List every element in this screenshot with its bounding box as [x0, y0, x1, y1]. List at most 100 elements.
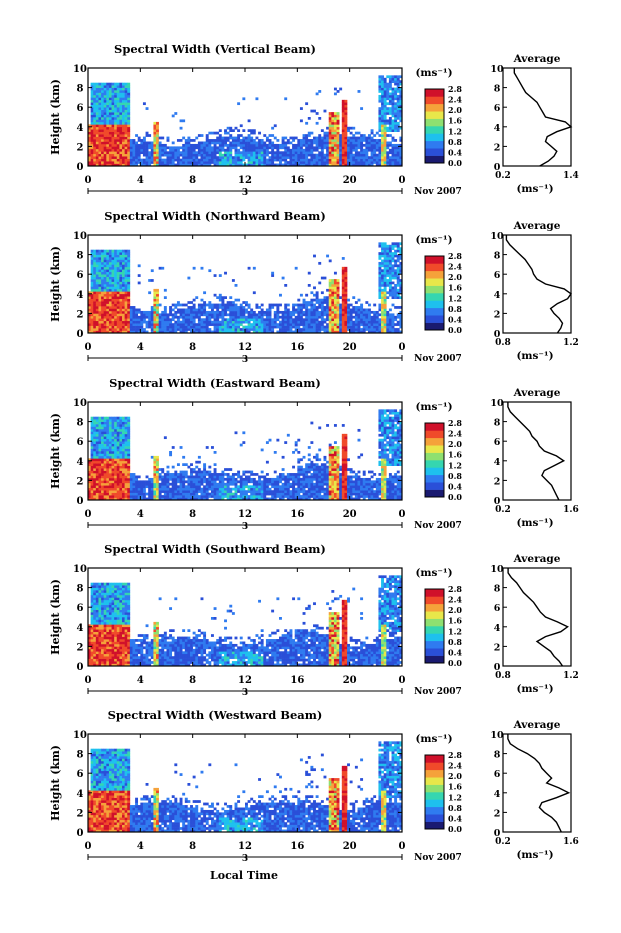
heatmap-cell — [282, 137, 285, 140]
heatmap-cell — [201, 144, 204, 147]
heatmap-cell — [342, 134, 345, 137]
heatmap-cell — [112, 110, 115, 113]
heatmap-cell — [235, 318, 238, 321]
heatmap-cell — [117, 97, 120, 100]
heatmap-cell — [106, 95, 109, 98]
heatmap-cell — [101, 419, 104, 422]
heatmap-cell — [93, 328, 96, 331]
heatmap-cell — [221, 326, 224, 329]
heatmap-cell — [104, 439, 107, 442]
heatmap-cell — [384, 105, 387, 108]
heatmap-cell — [258, 323, 261, 326]
heatmap-cell — [98, 306, 101, 309]
heatmap-cell — [167, 154, 170, 157]
heatmap-cell — [104, 289, 107, 292]
heatmap-cell — [342, 301, 345, 304]
heatmap-cell — [193, 304, 196, 307]
heatmap-cell — [109, 451, 112, 454]
heatmap-cell — [274, 156, 277, 159]
heatmap-cell — [127, 134, 130, 137]
heatmap-cell — [106, 417, 109, 420]
heatmap-cell — [394, 318, 397, 321]
heatmap-cell — [331, 142, 334, 145]
heatmap-cell — [258, 313, 261, 316]
heatmap-cell — [206, 154, 209, 157]
heatmap-cell — [342, 159, 345, 162]
heatmap-cell — [394, 272, 397, 275]
heatmap-cell — [106, 313, 109, 316]
heatmap-cell — [201, 326, 204, 329]
heatmap-cell — [352, 156, 355, 159]
heatmap-cell — [384, 110, 387, 113]
heatmap-cell — [114, 137, 117, 140]
heatmap-cell — [138, 493, 141, 496]
heatmap-cell — [138, 316, 141, 319]
heatmap-cell — [125, 122, 128, 125]
heatmap-cell — [98, 463, 101, 466]
heatmap-cell — [122, 279, 125, 282]
heatmap-cell — [101, 159, 104, 162]
heatmap-cell — [201, 318, 204, 321]
heatmap-cell — [130, 326, 133, 329]
heatmap-cell — [159, 468, 162, 471]
heatmap-cell — [313, 159, 316, 162]
heatmap-cell — [371, 154, 374, 157]
heatmap-cell — [389, 149, 392, 152]
heatmap-cell — [130, 328, 133, 331]
heatmap-cell — [248, 161, 251, 164]
heatmap-cell — [117, 444, 120, 447]
heatmap-cell — [308, 161, 311, 164]
heatmap-cell — [96, 461, 99, 464]
heatmap-cell — [271, 321, 274, 324]
heatmap-cell — [106, 93, 109, 96]
heatmap-cell — [93, 156, 96, 159]
heatmap-cell — [337, 318, 340, 321]
heatmap-cell — [329, 316, 332, 319]
heatmap-cell — [117, 493, 120, 496]
heatmap-cell — [324, 299, 327, 302]
heatmap-cell — [156, 471, 159, 474]
heatmap-cell — [245, 311, 248, 314]
heatmap-cell — [153, 316, 156, 319]
heatmap-cell — [101, 102, 104, 105]
heatmap-cell — [98, 323, 101, 326]
heatmap-cell — [384, 284, 387, 287]
heatmap-cell — [140, 483, 143, 486]
heatmap-cell — [172, 146, 175, 149]
heatmap-cell — [397, 117, 400, 120]
heatmap-cell — [378, 110, 381, 113]
heatmap-cell — [98, 115, 101, 118]
heatmap-cell — [384, 255, 387, 258]
heatmap-cell — [344, 274, 347, 277]
heatmap-cell — [119, 444, 122, 447]
heatmap-cell — [255, 159, 258, 162]
heatmap-cell — [363, 139, 366, 142]
heatmap-cell — [219, 134, 222, 137]
heatmap-cell — [114, 444, 117, 447]
heatmap-cell — [109, 495, 112, 498]
heatmap-cell — [384, 269, 387, 272]
heatmap-cell — [394, 291, 397, 294]
heatmap-cell — [271, 144, 274, 147]
heatmap-cell — [153, 468, 156, 471]
heatmap-cell — [337, 134, 340, 137]
heatmap-cell — [394, 80, 397, 83]
heatmap-cell — [93, 250, 96, 253]
heatmap-cell — [201, 488, 204, 491]
heatmap-cell — [156, 311, 159, 314]
heatmap-cell — [193, 471, 196, 474]
heatmap-cell — [389, 284, 392, 287]
heatmap-cell — [214, 318, 217, 321]
heatmap-cell — [143, 318, 146, 321]
heatmap-cell — [227, 149, 230, 152]
heatmap-cell — [130, 495, 133, 498]
heatmap-cell — [172, 156, 175, 159]
heatmap-cell — [119, 279, 122, 282]
heatmap-cell — [392, 159, 395, 162]
heatmap-cell — [161, 488, 164, 491]
heatmap-cell — [326, 316, 329, 319]
heatmap-cell — [98, 95, 101, 98]
colorbar-swatch — [425, 271, 444, 279]
heatmap-cell — [130, 156, 133, 159]
heatmap-cell — [258, 156, 261, 159]
